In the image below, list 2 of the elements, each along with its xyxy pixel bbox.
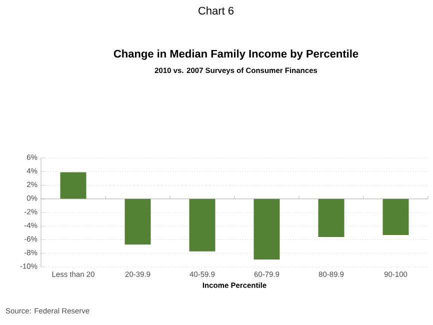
caption: Chart 6 [198, 6, 234, 15]
chart-title: Change in Median Family Income by Percentile [114, 50, 358, 60]
